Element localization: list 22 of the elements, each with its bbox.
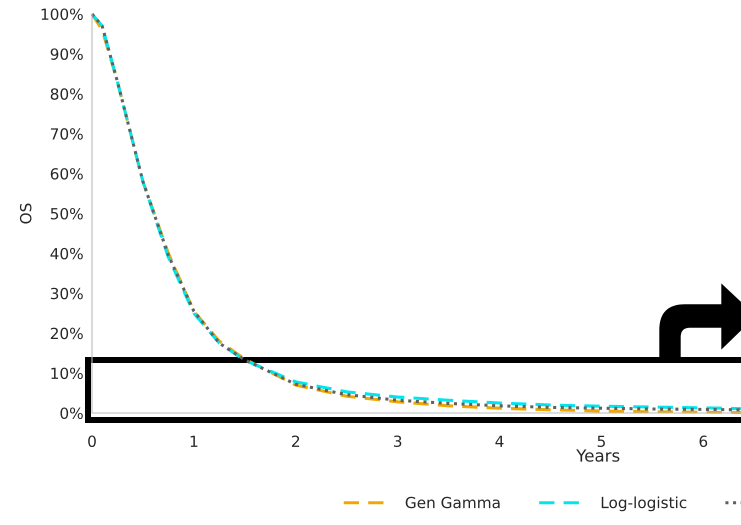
x-tick-label: 1: [190, 436, 198, 447]
x-tick-label: 6: [700, 435, 708, 448]
x-tick-label: 4: [495, 436, 504, 447]
y-tick-label: 10%: [51, 368, 83, 380]
y-tick-label: 60%: [50, 168, 83, 180]
y-axis-title: OS: [20, 203, 32, 224]
x-tick-label: 2: [292, 435, 300, 447]
legend-label: Log-logistic: [602, 496, 686, 512]
y-tick-label: 20%: [50, 328, 83, 340]
x-tick-label: 5: [598, 436, 605, 448]
y-tick-label: 90%: [50, 48, 83, 60]
y-tick-label: 30%: [50, 288, 83, 300]
x-tick-label: 3: [394, 435, 402, 448]
y-tick-label: 0%: [60, 407, 83, 420]
x-tick-label: 0: [88, 435, 96, 448]
y-tick-label: 100%: [42, 8, 83, 20]
y-tick-label: 50%: [50, 208, 83, 220]
legend-label: Gen Gamma: [406, 496, 500, 508]
y-tick-label: 70%: [50, 128, 83, 140]
y-tick-label: 40%: [50, 248, 83, 260]
y-tick-label: 80%: [50, 88, 83, 100]
x-axis-title: Years: [576, 449, 620, 462]
